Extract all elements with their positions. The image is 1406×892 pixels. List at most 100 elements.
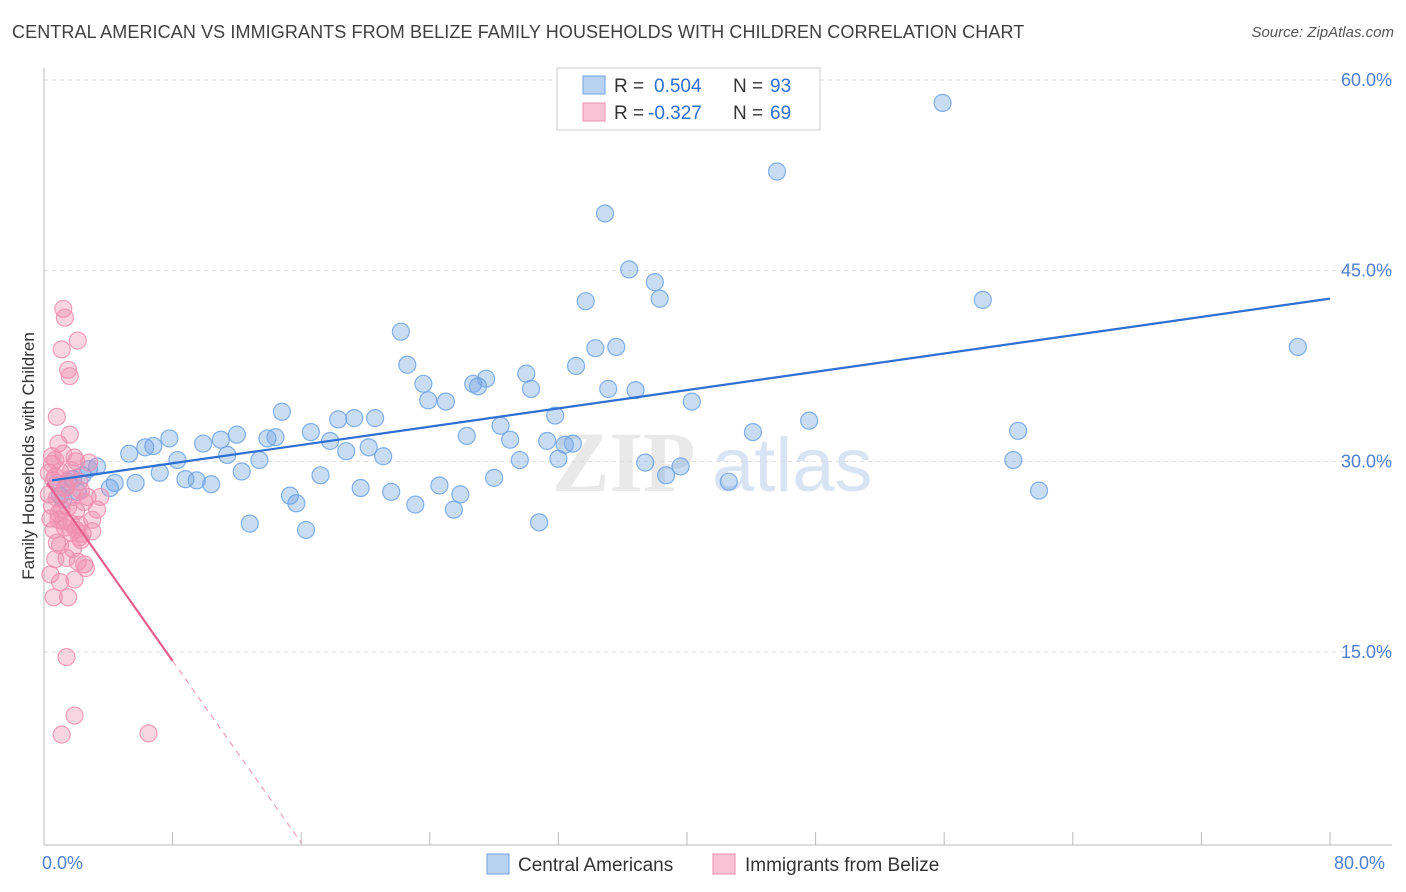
legend-r-label-pink: R = <box>614 103 644 124</box>
point-central-americans <box>240 514 259 533</box>
point-central-americans <box>398 355 417 374</box>
point-central-americans <box>563 434 582 453</box>
point-immigrants-from-belize <box>47 407 66 426</box>
point-central-americans <box>800 411 819 430</box>
point-central-americans <box>626 381 645 400</box>
point-central-americans <box>296 520 316 540</box>
series-central-americans <box>47 93 1307 540</box>
point-immigrants-from-belize <box>57 647 76 667</box>
legend-swatch-blue <box>582 75 606 95</box>
point-central-americans <box>682 392 701 411</box>
point-central-americans <box>517 364 536 383</box>
gridlines <box>44 79 1392 653</box>
point-central-americans <box>1004 450 1023 470</box>
point-central-americans <box>359 438 378 457</box>
legend-n-label-pink: N = <box>733 103 763 124</box>
point-central-americans <box>366 409 385 428</box>
trendline-immigrants-from-belize-extension <box>172 660 302 844</box>
bottom-legend-label-blue: Central Americans <box>518 855 673 876</box>
point-immigrants-from-belize <box>47 533 66 552</box>
point-central-americans <box>414 374 433 393</box>
point-central-americans <box>1009 421 1028 440</box>
point-central-americans <box>144 436 163 456</box>
y-axis-title: Family Households with Children <box>19 332 38 580</box>
point-central-americans <box>501 430 520 449</box>
point-immigrants-from-belize <box>57 548 76 568</box>
point-central-americans <box>382 482 401 501</box>
point-immigrants-from-belize <box>78 487 97 507</box>
trend-lines <box>46 297 1331 844</box>
point-central-americans <box>595 204 615 223</box>
point-central-americans <box>168 450 187 470</box>
point-central-americans <box>250 450 269 470</box>
point-central-americans <box>232 462 251 481</box>
point-immigrants-from-belize <box>60 367 79 386</box>
bottom-legend-swatch-pink <box>712 853 736 875</box>
point-immigrants-from-belize <box>67 452 86 471</box>
point-central-americans <box>933 93 952 112</box>
legend-n-value-pink: 69 <box>770 103 791 124</box>
legend-r-value-pink: -0.327 <box>648 103 702 124</box>
point-immigrants-from-belize <box>76 559 95 578</box>
point-central-americans <box>973 290 992 310</box>
point-central-americans <box>194 434 213 453</box>
point-central-americans <box>476 369 496 388</box>
point-immigrants-from-belize <box>83 510 102 529</box>
point-central-americans <box>620 260 639 279</box>
point-central-americans <box>272 402 292 421</box>
point-central-americans <box>301 422 320 442</box>
point-central-americans <box>1029 481 1049 500</box>
point-central-americans <box>430 476 449 495</box>
point-immigrants-from-belize <box>41 565 60 584</box>
point-immigrants-from-belize <box>50 572 70 592</box>
point-central-americans <box>280 486 300 505</box>
source-label: Source: ZipAtlas.com <box>1251 24 1394 41</box>
point-central-americans <box>457 426 476 446</box>
point-central-americans <box>126 473 145 493</box>
point-central-americans <box>566 356 586 376</box>
point-central-americans <box>576 292 595 311</box>
point-immigrants-from-belize <box>65 706 84 725</box>
point-central-americans <box>451 485 470 504</box>
point-central-americans <box>719 472 738 491</box>
point-central-americans <box>311 466 330 485</box>
point-immigrants-from-belize <box>139 724 158 743</box>
point-immigrants-from-belize <box>75 492 94 512</box>
y-tick-label: 15.0% <box>1341 642 1392 662</box>
point-central-americans <box>586 339 605 358</box>
point-central-americans <box>419 391 438 410</box>
point-immigrants-from-belize <box>65 570 84 589</box>
point-central-americans <box>160 429 179 448</box>
legend-swatch-pink <box>582 102 606 122</box>
legend-n-value-blue: 93 <box>770 76 791 97</box>
trendline-immigrants-from-belize <box>46 482 174 662</box>
watermark-atlas: atlas <box>712 423 873 508</box>
x-tick-label-min: 0.0% <box>42 853 83 873</box>
point-central-americans <box>636 453 655 472</box>
point-central-americans <box>345 409 364 428</box>
point-central-americans <box>538 431 557 451</box>
point-immigrants-from-belize <box>59 360 78 379</box>
point-central-americans <box>510 450 529 470</box>
point-central-americans <box>105 473 124 493</box>
point-central-americans <box>329 410 348 429</box>
point-immigrants-from-belize <box>59 588 78 607</box>
point-central-americans <box>202 475 221 494</box>
trendline-central-americans <box>51 297 1331 482</box>
point-central-americans <box>266 428 285 447</box>
y-axis-tick-labels: 15.0% 30.0% 45.0% 60.0% <box>1341 70 1392 662</box>
bottom-legend-label-pink: Immigrants from Belize <box>745 855 939 876</box>
point-central-americans <box>530 513 549 532</box>
series-immigrants-from-belize <box>39 299 158 744</box>
point-central-americans <box>767 162 787 181</box>
point-central-americans <box>374 447 393 466</box>
point-immigrants-from-belize <box>91 487 110 507</box>
point-central-americans <box>187 471 206 490</box>
point-immigrants-from-belize <box>79 453 99 472</box>
y-tick-label: 45.0% <box>1341 261 1392 281</box>
watermark-zip: ZIP <box>552 414 695 510</box>
legend-r-value-blue: 0.504 <box>654 76 702 97</box>
point-central-americans <box>607 337 626 357</box>
point-central-americans <box>120 444 139 463</box>
point-central-americans <box>485 468 504 487</box>
